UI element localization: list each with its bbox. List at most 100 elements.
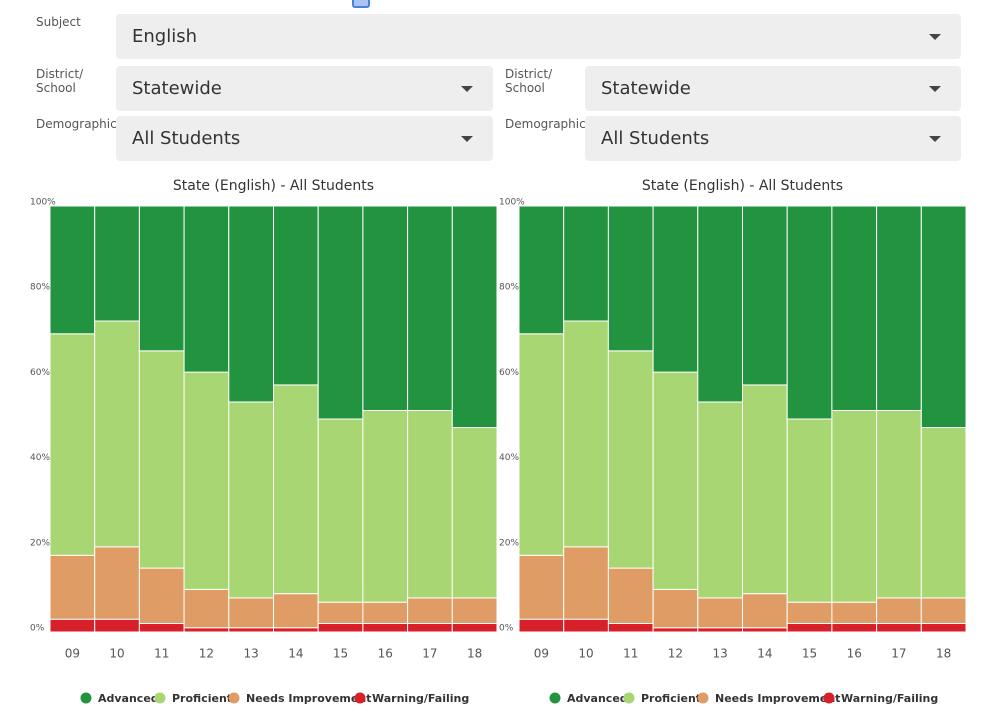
bar-segment <box>183 205 230 373</box>
bar-segment <box>228 597 275 629</box>
x-tick-label: 17 <box>422 647 437 661</box>
x-tick-label: 18 <box>936 647 951 661</box>
bar-segment <box>451 597 498 624</box>
y-tick-label: 100% <box>30 198 56 208</box>
legend-swatch <box>549 692 561 704</box>
bar-segment <box>407 597 453 624</box>
bar-segment <box>228 401 275 599</box>
bar-segment <box>831 622 878 633</box>
legend-swatch <box>823 692 835 704</box>
y-tick-label: 20% <box>30 538 50 548</box>
x-tick-label: 12 <box>199 647 214 661</box>
district-select[interactable]: Statewide <box>116 66 493 111</box>
legend-label: Advanced <box>567 692 628 705</box>
y-tick-label: 20% <box>499 538 519 548</box>
bar-segment <box>273 593 319 629</box>
legend-swatch <box>228 692 240 704</box>
bar-segment <box>518 554 565 620</box>
bar-segment <box>138 567 185 624</box>
bar-segment <box>49 554 96 620</box>
field-label: Demographic <box>36 117 117 131</box>
bar-segment <box>183 371 230 590</box>
bar-segment <box>362 205 409 411</box>
bar-segment <box>362 622 409 633</box>
bar-segment <box>228 627 275 633</box>
x-tick-label: 13 <box>713 647 728 661</box>
bar-segment <box>317 205 364 420</box>
bar-segment <box>876 409 922 599</box>
y-tick-label: 100% <box>499 198 525 208</box>
bar-segment <box>652 371 699 590</box>
y-tick-label: 40% <box>30 453 50 463</box>
y-tick-label: 60% <box>499 368 519 378</box>
y-tick-label: 0% <box>499 624 514 634</box>
bar-segment <box>49 205 96 335</box>
bar-segment <box>451 622 498 633</box>
compare-checkbox[interactable] <box>352 0 370 8</box>
x-tick-label: 14 <box>288 647 303 661</box>
demographic-select[interactable]: All Students <box>116 116 493 161</box>
bar-segment <box>49 618 96 633</box>
bar-segment <box>49 333 96 556</box>
x-tick-label: 11 <box>623 647 638 661</box>
x-tick-label: 17 <box>891 647 906 661</box>
bar-segment <box>920 205 967 429</box>
legend-swatch <box>154 692 166 704</box>
subject-select[interactable]: English <box>116 14 961 59</box>
bar-segment <box>138 205 185 352</box>
bar-segment <box>228 205 275 403</box>
bar-segment <box>607 567 654 624</box>
bar-segment <box>138 350 185 569</box>
demographic-select[interactable]: All Students <box>585 116 961 161</box>
bar-segment <box>697 205 743 403</box>
bar-segment <box>273 384 319 595</box>
legend-swatch <box>623 692 635 704</box>
y-tick-label: 60% <box>30 368 50 378</box>
bar-segment <box>652 627 699 633</box>
y-tick-label: 80% <box>499 283 519 293</box>
bar-segment <box>920 597 967 624</box>
bar-segment <box>563 546 609 620</box>
bar-segment <box>742 205 788 386</box>
bar-segment <box>652 205 699 373</box>
legend-label: Proficient <box>641 692 701 705</box>
bar-segment <box>183 627 230 633</box>
district-select[interactable]: Statewide <box>585 66 961 111</box>
legend-swatch <box>354 692 366 704</box>
x-tick-label: 13 <box>244 647 259 661</box>
bar-segment <box>317 418 364 603</box>
legend-label: Advanced <box>98 692 159 705</box>
chart-title: State (English) - All Students <box>173 178 374 194</box>
bar-segment <box>742 384 788 595</box>
x-tick-label: 12 <box>668 647 683 661</box>
field-label: Demographic <box>505 117 586 131</box>
legend-swatch <box>80 692 92 704</box>
bar-segment <box>407 205 453 411</box>
bar-segment <box>920 427 967 599</box>
legend-label: Warning/Failing <box>372 692 469 705</box>
y-tick-label: 80% <box>30 283 50 293</box>
x-tick-label: 18 <box>467 647 482 661</box>
bar-segment <box>518 333 565 556</box>
x-tick-label: 16 <box>378 647 393 661</box>
bar-segment <box>607 205 654 352</box>
x-tick-label: 09 <box>534 647 549 661</box>
field-label: District/ School <box>505 67 553 95</box>
x-tick-label: 16 <box>847 647 862 661</box>
chart-title: State (English) - All Students <box>642 178 843 194</box>
bar-segment <box>876 622 922 633</box>
bar-segment <box>786 622 833 633</box>
legend-swatch <box>697 692 709 704</box>
bar-segment <box>183 588 230 629</box>
legend-label: Needs Improvement <box>246 692 371 705</box>
bar-segment <box>697 597 743 629</box>
bar-segment <box>742 593 788 629</box>
y-tick-label: 40% <box>499 453 519 463</box>
y-tick-label: 0% <box>30 624 45 634</box>
bar-segment <box>607 350 654 569</box>
bar-segment <box>920 622 967 633</box>
bar-segment <box>94 618 140 633</box>
bar-segment <box>607 622 654 633</box>
bar-segment <box>742 627 788 633</box>
bar-segment <box>518 205 565 335</box>
